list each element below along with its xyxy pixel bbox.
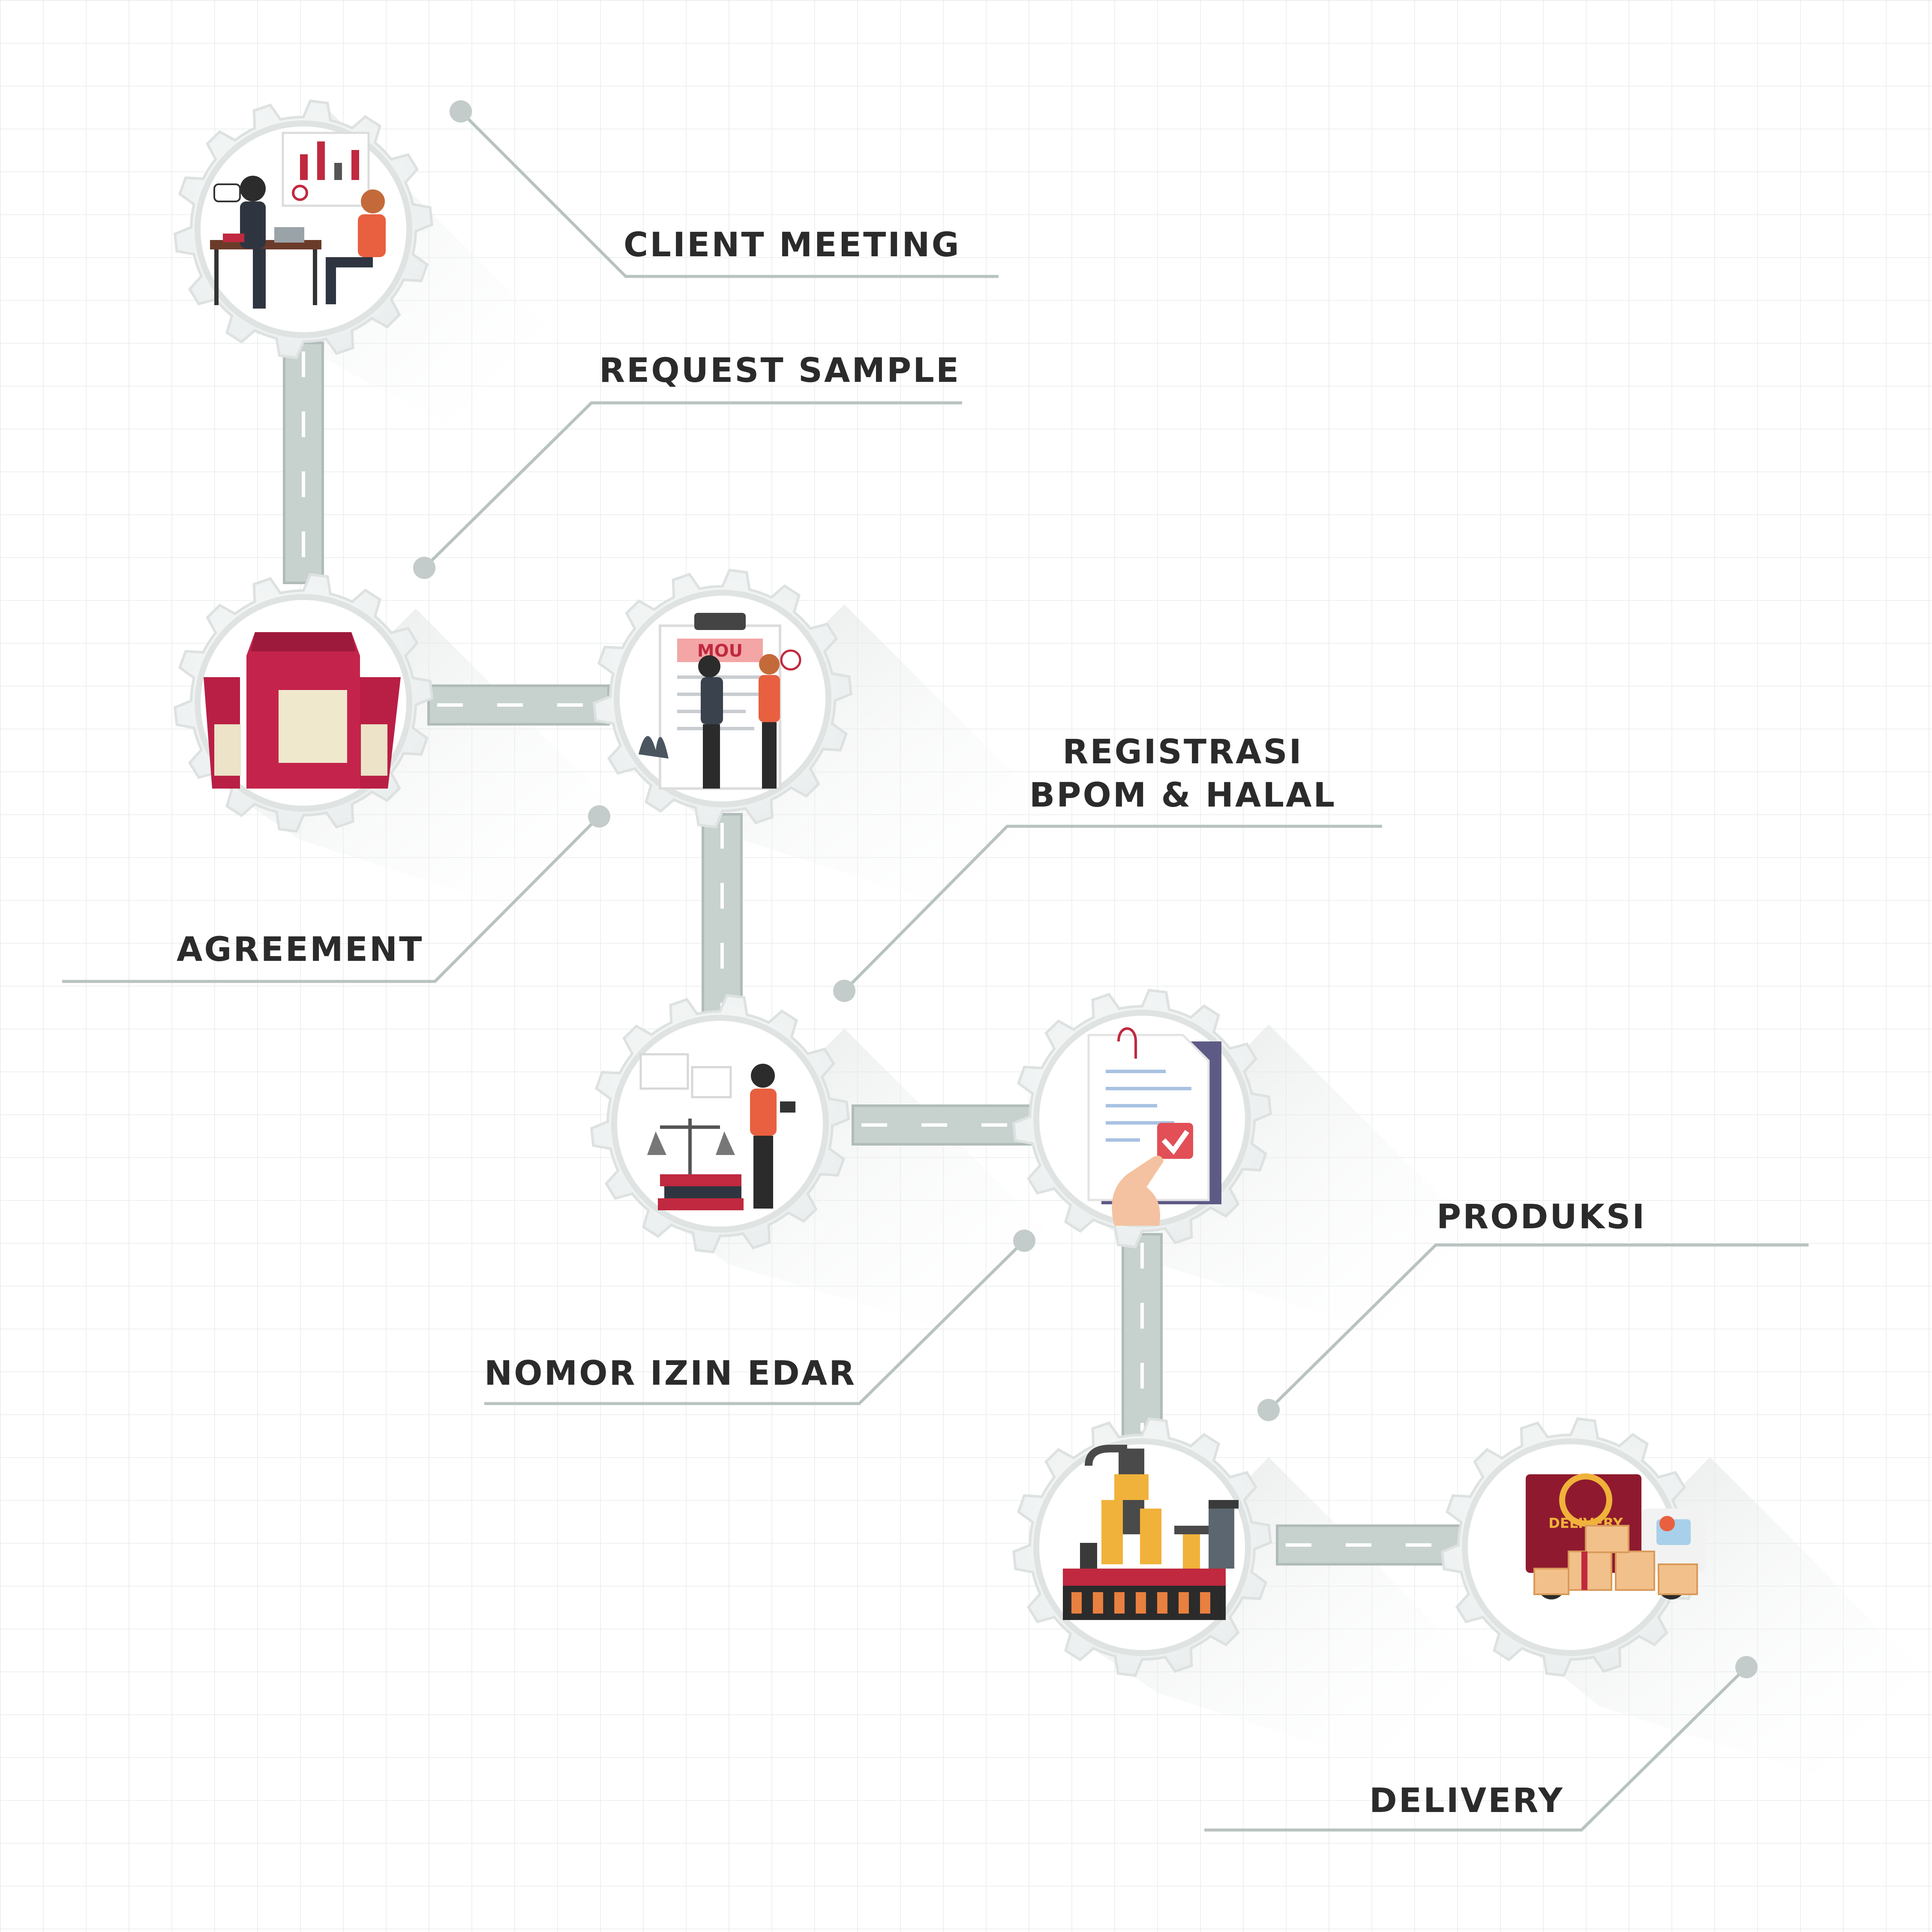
step-label-produksi: PRODUKSI [1437, 1198, 1647, 1236]
step-label-client-meeting: CLIENT MEETING [624, 226, 961, 264]
step-label-registrasi-line1: REGISTRASI [1062, 733, 1303, 771]
production-robot-illustration [1063, 1445, 1239, 1620]
legal-registration-illustration [639, 1053, 795, 1210]
step-label-request-sample: REQUEST SAMPLE [599, 351, 961, 390]
delivery-truck-illustration: DELIVERY [1526, 1473, 1706, 1599]
mou-agreement-illustration: MOU [639, 613, 801, 790]
step-label-delivery: DELIVERY [1369, 1782, 1564, 1820]
leader-lines [62, 110, 1809, 1832]
sample-bags-illustration [204, 632, 401, 789]
leader-dots [413, 100, 1758, 1678]
client-meeting-illustration [210, 132, 386, 309]
step-label-agreement: AGREEMENT [177, 930, 424, 969]
approved-document-illustration [1087, 1027, 1221, 1226]
step-label-registrasi: REGISTRASI BPOM & HALAL [986, 731, 1380, 818]
step-label-nomor-izin-edar: NOMOR IZIN EDAR [484, 1354, 857, 1393]
step-label-registrasi-line2: BPOM & HALAL [1029, 776, 1337, 815]
